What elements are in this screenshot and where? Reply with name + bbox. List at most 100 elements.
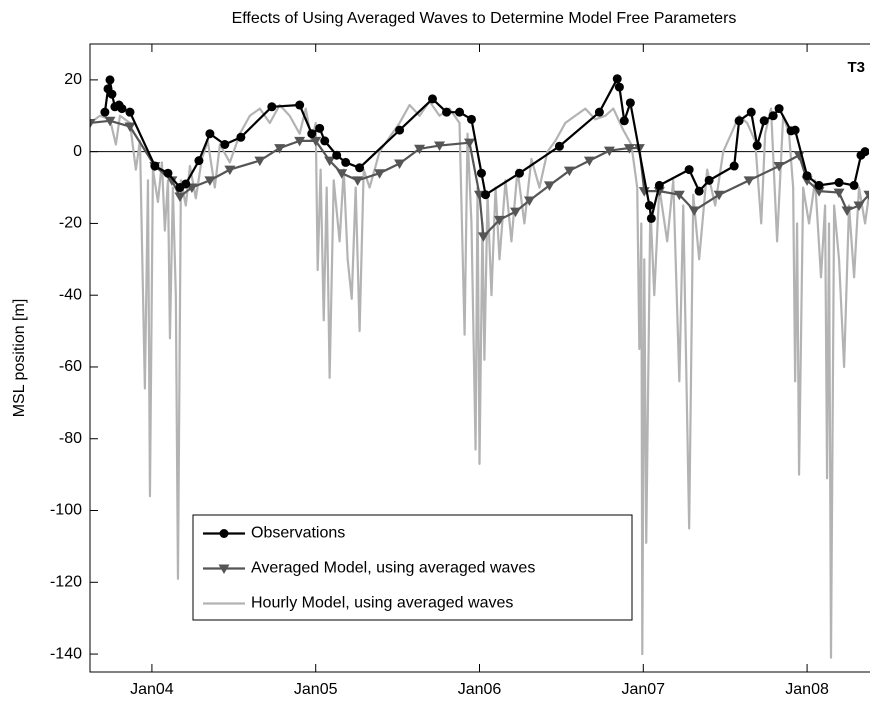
data-point xyxy=(395,125,405,135)
data-point xyxy=(124,122,136,133)
data-point xyxy=(414,144,426,155)
data-point xyxy=(194,156,204,166)
data-point xyxy=(834,178,844,188)
data-point xyxy=(477,232,489,242)
data-point xyxy=(267,102,277,112)
data-point xyxy=(543,181,555,191)
data-point xyxy=(746,107,756,117)
data-point xyxy=(352,176,364,186)
legend-label: Averaged Model, using averaged waves xyxy=(251,560,535,577)
data-point xyxy=(612,74,622,84)
data-point xyxy=(274,144,286,154)
data-point xyxy=(833,188,845,199)
data-point xyxy=(220,139,230,149)
data-point xyxy=(166,176,178,186)
data-point xyxy=(295,100,305,110)
data-point xyxy=(743,176,755,186)
data-point xyxy=(254,156,266,167)
data-point xyxy=(644,200,654,210)
data-point xyxy=(150,161,160,171)
plot-frame xyxy=(89,43,870,673)
x-tick-label: Jan08 xyxy=(785,681,829,698)
data-point xyxy=(204,176,216,186)
data-point xyxy=(684,165,694,175)
data-point xyxy=(100,107,110,117)
data-point xyxy=(394,159,406,169)
data-point xyxy=(105,75,115,85)
data-point xyxy=(341,157,351,167)
data-point xyxy=(594,107,604,117)
data-point xyxy=(324,156,336,167)
data-point xyxy=(603,146,615,157)
data-point xyxy=(355,163,365,173)
annotation: T3 xyxy=(847,59,865,76)
data-point xyxy=(174,192,186,203)
data-point xyxy=(427,94,437,104)
x-tick-label: Jan04 xyxy=(130,681,174,698)
data-point xyxy=(673,190,685,201)
y-axis-label: MSL position [m] xyxy=(11,299,28,418)
data-point xyxy=(442,107,452,117)
data-point xyxy=(163,168,173,178)
data-point xyxy=(614,82,624,92)
data-point xyxy=(466,114,476,124)
data-point xyxy=(510,207,522,218)
data-point xyxy=(554,141,564,151)
data-point xyxy=(853,201,865,211)
data-point xyxy=(464,138,476,149)
data-point xyxy=(455,107,465,117)
data-point xyxy=(332,150,342,160)
data-point xyxy=(218,564,230,574)
plot-area xyxy=(90,74,869,659)
data-point xyxy=(654,180,664,190)
y-tick-label: -140 xyxy=(50,645,82,662)
data-point xyxy=(694,186,704,196)
data-point xyxy=(219,529,229,538)
legend-label: Hourly Model, using averaged waves xyxy=(251,595,513,612)
data-point xyxy=(863,190,869,201)
data-point xyxy=(236,132,246,142)
y-tick-label: -60 xyxy=(59,358,82,375)
data-point xyxy=(773,162,785,172)
data-point xyxy=(107,89,117,99)
y-tick-label: -100 xyxy=(50,502,82,519)
data-point xyxy=(125,107,135,117)
data-point xyxy=(294,136,306,147)
data-point xyxy=(623,144,635,154)
data-point xyxy=(514,168,524,178)
legend-label: Observations xyxy=(251,525,345,542)
data-point xyxy=(374,169,386,179)
data-point xyxy=(476,168,486,178)
data-point xyxy=(583,156,595,167)
legend: Observations Averaged Model, using averag… xyxy=(192,514,633,621)
data-point xyxy=(752,141,762,151)
data-point xyxy=(563,166,575,177)
data-point xyxy=(310,136,322,147)
data-point xyxy=(224,165,236,176)
y-tick-label: -120 xyxy=(50,574,82,591)
data-point xyxy=(802,171,812,181)
chart-title: Effects of Using Averaged Waves to Deter… xyxy=(232,10,737,27)
data-point xyxy=(434,141,446,152)
data-point xyxy=(860,147,869,157)
data-point xyxy=(104,116,116,127)
x-tick-label: Jan06 xyxy=(458,681,502,698)
data-point xyxy=(181,179,191,189)
y-tick-label: 0 xyxy=(73,143,82,160)
data-point xyxy=(315,123,325,133)
series-line xyxy=(90,100,869,659)
data-point xyxy=(625,98,635,108)
data-point xyxy=(729,161,739,171)
data-point xyxy=(320,136,330,146)
data-point xyxy=(814,180,824,190)
data-point xyxy=(653,187,665,197)
data-point xyxy=(849,180,859,190)
data-point xyxy=(90,118,96,129)
data-point xyxy=(307,129,317,139)
data-point xyxy=(734,116,744,126)
data-point xyxy=(646,213,656,223)
data-point xyxy=(774,104,784,114)
data-point xyxy=(704,175,714,185)
data-point xyxy=(688,206,700,217)
